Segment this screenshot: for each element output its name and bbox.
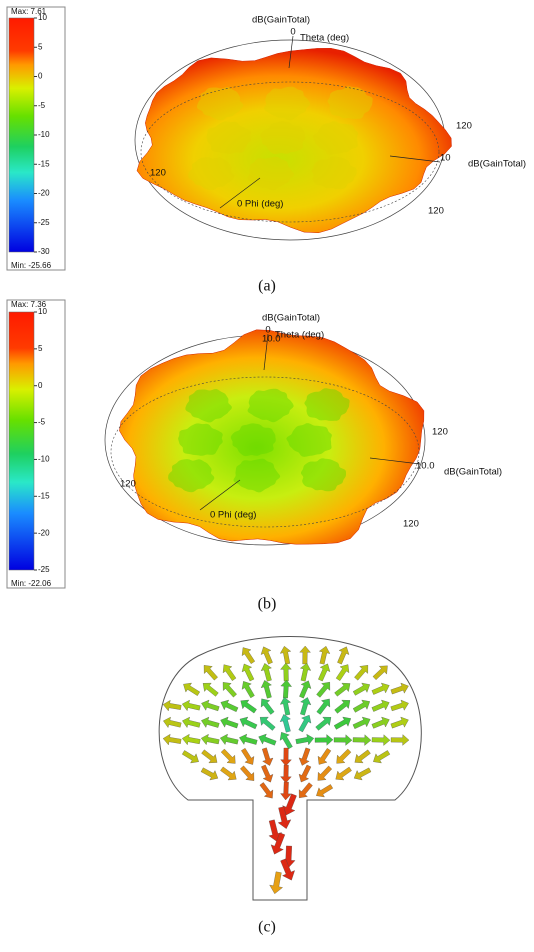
legend-tick-label: -10 — [38, 455, 50, 464]
legend-tick-label: -25 — [38, 218, 50, 227]
axis-label: 0 Phi (deg) — [210, 510, 256, 521]
axis-label: dB(GainTotal) — [468, 159, 526, 170]
color-bar — [9, 312, 34, 570]
axis-label: 120 — [150, 168, 166, 179]
legend-tick-label: -10 — [38, 130, 50, 139]
axis-label: 120 — [456, 121, 472, 132]
axis-label: 120 — [428, 206, 444, 217]
caption: (c) — [258, 919, 276, 936]
legend-tick-label: -20 — [38, 528, 50, 537]
legend-tick-label: 0 — [38, 381, 43, 390]
legend-tick-label: -25 — [38, 565, 50, 574]
axis-label: dB(GainTotal) — [444, 467, 502, 478]
legend-tick-label: -5 — [38, 418, 46, 427]
axis-label: 0 Phi (deg) — [237, 199, 283, 210]
legend-tick-label: 5 — [38, 42, 43, 51]
legend-tick-label: 10 — [38, 307, 47, 316]
legend-tick-label: -15 — [38, 159, 50, 168]
legend-tick-label: -30 — [38, 247, 50, 256]
legend-min: Min: -25.66 — [11, 261, 52, 270]
legend-min: Min: -22.06 — [11, 579, 52, 588]
caption: (b) — [258, 596, 277, 613]
legend-tick-label: 10 — [38, 13, 47, 22]
legend-tick-label: 5 — [38, 344, 43, 353]
axis-label: 120 — [432, 427, 448, 438]
axis-label: Theta (deg) — [300, 33, 349, 44]
axis-label: dB(GainTotal) — [252, 15, 310, 26]
axis-label: 10.0 — [416, 461, 435, 472]
axis-label: Theta (deg) — [275, 330, 324, 341]
color-bar — [9, 18, 34, 252]
legend-tick-label: -5 — [38, 101, 46, 110]
figure: Max: 7.61Min: -25.661050-5-10-15-20-25-3… — [0, 0, 534, 947]
caption: (a) — [258, 278, 276, 295]
page: {"panels": [ {"legend": {"max": "Max: 7.… — [0, 0, 534, 947]
legend-tick-label: -15 — [38, 491, 50, 500]
legend-tick-label: -20 — [38, 189, 50, 198]
axis-label: 120 — [120, 479, 136, 490]
axis-label: dB(GainTotal) — [262, 313, 320, 324]
axis-label: 10 — [440, 153, 451, 164]
axis-label: 120 — [403, 519, 419, 530]
axis-label: 0 — [290, 27, 295, 38]
legend-tick-label: 0 — [38, 72, 43, 81]
